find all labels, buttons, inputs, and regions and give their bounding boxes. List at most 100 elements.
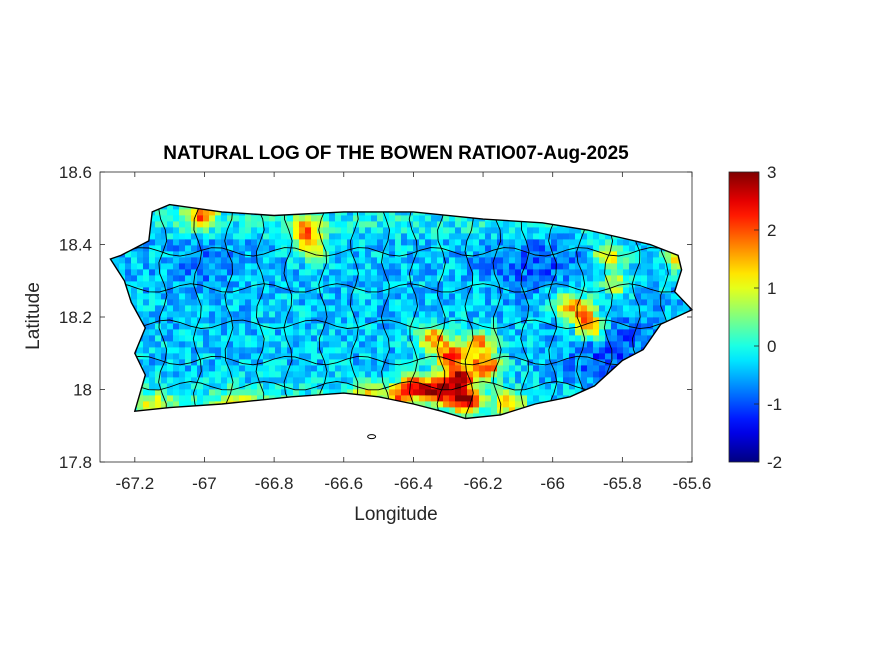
- field-cell: [503, 341, 510, 348]
- municipality-boundary: [349, 208, 359, 419]
- field-cell: [551, 347, 558, 354]
- field-cell: [191, 317, 198, 324]
- field-cell: [203, 425, 210, 432]
- field-cell: [299, 275, 306, 282]
- field-cell: [653, 395, 660, 402]
- field-cell: [137, 347, 144, 354]
- field-cell: [305, 221, 312, 228]
- field-cell: [269, 215, 276, 222]
- field-cell: [227, 245, 234, 252]
- field-cell: [305, 323, 312, 330]
- field-cell: [413, 245, 420, 252]
- field-cell: [245, 245, 252, 252]
- field-cell: [497, 263, 504, 270]
- field-cell: [509, 395, 516, 402]
- field-cell: [173, 245, 180, 252]
- field-cell: [269, 305, 276, 312]
- field-cell: [533, 407, 540, 414]
- field-cell: [263, 293, 270, 300]
- field-cell: [419, 377, 426, 384]
- field-cell: [143, 317, 150, 324]
- field-cell: [587, 389, 594, 396]
- field-cell: [353, 395, 360, 402]
- field-cell: [467, 389, 474, 396]
- field-cell: [185, 263, 192, 270]
- field-cell: [209, 251, 216, 258]
- field-cell: [311, 407, 318, 414]
- field-cell: [497, 221, 504, 228]
- field-cell: [293, 389, 300, 396]
- field-cell: [317, 413, 324, 419]
- field-cell: [425, 329, 432, 336]
- field-cell: [521, 197, 528, 204]
- field-cell: [605, 293, 612, 300]
- field-cell: [671, 215, 678, 222]
- field-cell: [455, 353, 462, 360]
- field-cell: [113, 221, 120, 228]
- field-cell: [317, 407, 324, 414]
- field-cell: [431, 335, 438, 342]
- field-cell: [293, 377, 300, 384]
- field-cell: [587, 197, 594, 204]
- field-cell: [383, 323, 390, 330]
- field-cell: [329, 215, 336, 222]
- field-cell: [659, 269, 666, 276]
- field-cell: [155, 401, 162, 408]
- field-cell: [533, 227, 540, 234]
- field-cell: [239, 299, 246, 306]
- field-cell: [695, 389, 702, 396]
- field-cell: [425, 395, 432, 402]
- field-cell: [695, 359, 702, 366]
- field-cell: [401, 263, 408, 270]
- field-cell: [251, 245, 258, 252]
- field-cell: [395, 323, 402, 330]
- field-cell: [653, 293, 660, 300]
- field-cell: [473, 275, 480, 282]
- field-cell: [167, 269, 174, 276]
- municipality-boundary: [492, 208, 502, 419]
- field-cell: [563, 233, 570, 240]
- field-cell: [377, 293, 384, 300]
- field-cell: [575, 377, 582, 384]
- field-cell: [401, 365, 408, 372]
- field-cell: [239, 275, 246, 282]
- field-cell: [239, 269, 246, 276]
- field-cell: [485, 401, 492, 408]
- field-cell: [593, 287, 600, 294]
- field-cell: [587, 365, 594, 372]
- field-cell: [275, 293, 282, 300]
- field-cell: [263, 401, 270, 408]
- field-cell: [461, 323, 468, 330]
- field-cell: [623, 401, 630, 408]
- field-cell: [683, 281, 690, 288]
- field-cell: [179, 335, 186, 342]
- field-cell: [179, 311, 186, 318]
- field-cell: [653, 311, 660, 318]
- field-cell: [335, 365, 342, 372]
- field-cell: [509, 269, 516, 276]
- field-cell: [503, 401, 510, 408]
- field-cell: [389, 299, 396, 306]
- field-cell: [659, 299, 666, 306]
- field-cell: [533, 305, 540, 312]
- field-cell: [335, 287, 342, 294]
- field-cell: [299, 204, 306, 210]
- field-cell: [335, 407, 342, 414]
- field-cell: [545, 329, 552, 336]
- field-cell: [509, 245, 516, 252]
- field-cell: [479, 257, 486, 264]
- field-cell: [425, 275, 432, 282]
- field-cell: [299, 323, 306, 330]
- field-cell: [695, 281, 702, 288]
- field-cell: [299, 317, 306, 324]
- field-cell: [671, 257, 678, 264]
- field-cell: [215, 323, 222, 330]
- field-cell: [431, 221, 438, 228]
- field-cell: [515, 204, 522, 210]
- field-cell: [443, 383, 450, 390]
- field-cell: [479, 377, 486, 384]
- field-cell: [563, 287, 570, 294]
- field-cell: [281, 233, 288, 240]
- field-cell: [587, 413, 594, 419]
- field-cell: [347, 227, 354, 234]
